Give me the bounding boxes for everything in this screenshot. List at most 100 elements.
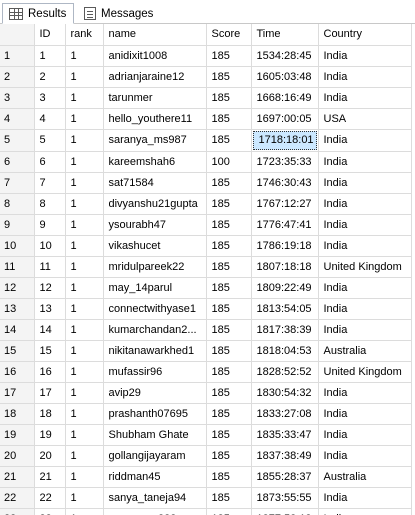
row-number[interactable]: 14 <box>0 319 35 341</box>
cell-time[interactable]: 1807:18:18 <box>251 256 319 278</box>
cell-id[interactable]: 1 <box>34 45 66 67</box>
cell-country[interactable]: India <box>318 87 412 109</box>
cell-rank[interactable]: 1 <box>65 45 104 67</box>
cell-score[interactable]: 185 <box>206 466 252 488</box>
cell-time[interactable]: 1873:55:55 <box>251 487 319 509</box>
cell-score[interactable]: 100 <box>206 151 252 173</box>
cell-id[interactable]: 5 <box>34 129 66 152</box>
cell-time[interactable]: 1828:52:52 <box>251 361 319 383</box>
cell-score[interactable]: 185 <box>206 361 252 383</box>
cell-country[interactable]: India <box>318 487 412 509</box>
cell-id[interactable]: 20 <box>34 445 66 467</box>
cell-name[interactable]: nikitanawarkhed1 <box>103 340 207 362</box>
cell-name[interactable]: kareemshah6 <box>103 151 207 173</box>
table-row[interactable]: 17 17 1 avip29 185 1830:54:32 India <box>0 382 412 404</box>
cell-name[interactable]: sat71584 <box>103 172 207 194</box>
cell-id[interactable]: 16 <box>34 361 66 383</box>
table-row[interactable]: 10 10 1 vikashucet 185 1786:19:18 India <box>0 235 412 257</box>
cell-name[interactable]: ysourabh47 <box>103 214 207 236</box>
cell-time[interactable]: 1723:35:33 <box>251 151 319 173</box>
cell-score[interactable]: 185 <box>206 214 252 236</box>
row-number[interactable]: 10 <box>0 235 35 257</box>
cell-time[interactable]: 1817:38:39 <box>251 319 319 341</box>
cell-time[interactable]: 1776:47:41 <box>251 214 319 236</box>
row-number[interactable]: 18 <box>0 403 35 425</box>
cell-time[interactable]: 1668:16:49 <box>251 87 319 109</box>
row-number[interactable]: 12 <box>0 277 35 299</box>
cell-country[interactable]: India <box>318 403 412 425</box>
cell-rank[interactable]: 1 <box>65 214 104 236</box>
cell-time[interactable]: 1830:54:32 <box>251 382 319 404</box>
column-header-name[interactable]: name <box>103 24 207 46</box>
cell-score[interactable]: 185 <box>206 129 252 152</box>
cell-name[interactable]: vikashucet <box>103 235 207 257</box>
cell-name[interactable]: avip29 <box>103 382 207 404</box>
row-number[interactable]: 22 <box>0 487 35 509</box>
cell-score[interactable]: 185 <box>206 445 252 467</box>
cell-country[interactable]: India <box>318 445 412 467</box>
corner-header[interactable] <box>0 24 35 46</box>
cell-score[interactable]: 185 <box>206 508 252 515</box>
cell-time[interactable]: 1818:04:53 <box>251 340 319 362</box>
table-row[interactable]: 20 20 1 gollangijayaram 185 1837:38:49 India <box>0 445 412 467</box>
cell-country[interactable]: United Kingdom <box>318 256 412 278</box>
cell-name[interactable]: mufassir96 <box>103 361 207 383</box>
cell-rank[interactable]: 1 <box>65 129 104 152</box>
cell-time[interactable]: 1605:03:48 <box>251 66 319 88</box>
cell-rank[interactable]: 1 <box>65 277 104 299</box>
cell-country[interactable]: India <box>318 424 412 446</box>
cell-time[interactable]: 1837:38:49 <box>251 445 319 467</box>
cell-rank[interactable]: 1 <box>65 382 104 404</box>
row-number[interactable]: 7 <box>0 172 35 194</box>
cell-time[interactable]: 1767:12:27 <box>251 193 319 215</box>
cell-score[interactable]: 185 <box>206 235 252 257</box>
cell-rank[interactable]: 1 <box>65 151 104 173</box>
cell-time[interactable]: 1877:52:13 <box>251 508 319 515</box>
column-header-score[interactable]: Score <box>206 24 252 46</box>
cell-rank[interactable]: 1 <box>65 487 104 509</box>
cell-country[interactable]: India <box>318 382 412 404</box>
cell-rank[interactable]: 1 <box>65 403 104 425</box>
cell-time[interactable]: 1813:54:05 <box>251 298 319 320</box>
cell-time[interactable]: 1534:28:45 <box>251 45 319 67</box>
table-row[interactable]: 6 6 1 kareemshah6 100 1723:35:33 India <box>0 151 412 173</box>
row-number[interactable]: 5 <box>0 129 35 152</box>
cell-rank[interactable]: 1 <box>65 298 104 320</box>
cell-country[interactable]: India <box>318 214 412 236</box>
row-number[interactable]: 11 <box>0 256 35 278</box>
selected-cell[interactable]: 1718:18:01 <box>251 129 319 152</box>
row-number[interactable]: 16 <box>0 361 35 383</box>
row-number[interactable]: 23 <box>0 508 35 515</box>
cell-name[interactable]: anidixit1008 <box>103 45 207 67</box>
table-row[interactable]: 18 18 1 prashanth07695 185 1833:27:08 India <box>0 403 412 425</box>
table-row[interactable]: 14 14 1 kumarchandan2... 185 1817:38:39 India <box>0 319 412 341</box>
row-number[interactable]: 8 <box>0 193 35 215</box>
cell-name[interactable]: prashanth07695 <box>103 403 207 425</box>
cell-score[interactable]: 185 <box>206 66 252 88</box>
column-header-id[interactable]: ID <box>34 24 66 46</box>
table-row[interactable]: 13 13 1 connectwithyase1 185 1813:54:05 India <box>0 298 412 320</box>
tab-results[interactable]: Results <box>2 3 74 24</box>
cell-name[interactable]: saranya_ms987 <box>103 129 207 152</box>
cell-rank[interactable]: 1 <box>65 445 104 467</box>
cell-rank[interactable]: 1 <box>65 256 104 278</box>
cell-rank[interactable]: 1 <box>65 508 104 515</box>
cell-rank[interactable]: 1 <box>65 424 104 446</box>
cell-id[interactable]: 12 <box>34 277 66 299</box>
cell-name[interactable]: Shubham Ghate <box>103 424 207 446</box>
cell-score[interactable]: 185 <box>206 87 252 109</box>
cell-time[interactable]: 1786:19:18 <box>251 235 319 257</box>
cell-id[interactable]: 2 <box>34 66 66 88</box>
cell-time[interactable]: 1746:30:43 <box>251 172 319 194</box>
cell-id[interactable]: 9 <box>34 214 66 236</box>
cell-score[interactable]: 185 <box>206 298 252 320</box>
cell-id[interactable]: 21 <box>34 466 66 488</box>
cell-id[interactable]: 6 <box>34 151 66 173</box>
cell-name[interactable]: adrianjaraine12 <box>103 66 207 88</box>
cell-time[interactable]: 1697:00:05 <box>251 108 319 130</box>
cell-score[interactable]: 185 <box>206 193 252 215</box>
cell-country[interactable]: India <box>318 45 412 67</box>
cell-id[interactable]: 11 <box>34 256 66 278</box>
cell-score[interactable]: 185 <box>206 172 252 194</box>
row-number[interactable]: 20 <box>0 445 35 467</box>
